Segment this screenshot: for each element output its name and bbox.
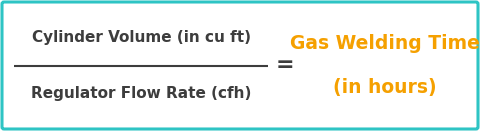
Text: Regulator Flow Rate (cfh): Regulator Flow Rate (cfh) [31, 86, 251, 101]
Text: Gas Welding Time: Gas Welding Time [290, 34, 480, 53]
Text: =: = [276, 56, 294, 75]
FancyBboxPatch shape [2, 2, 478, 129]
Text: Cylinder Volume (in cu ft): Cylinder Volume (in cu ft) [32, 30, 251, 45]
Text: (in hours): (in hours) [333, 78, 437, 97]
